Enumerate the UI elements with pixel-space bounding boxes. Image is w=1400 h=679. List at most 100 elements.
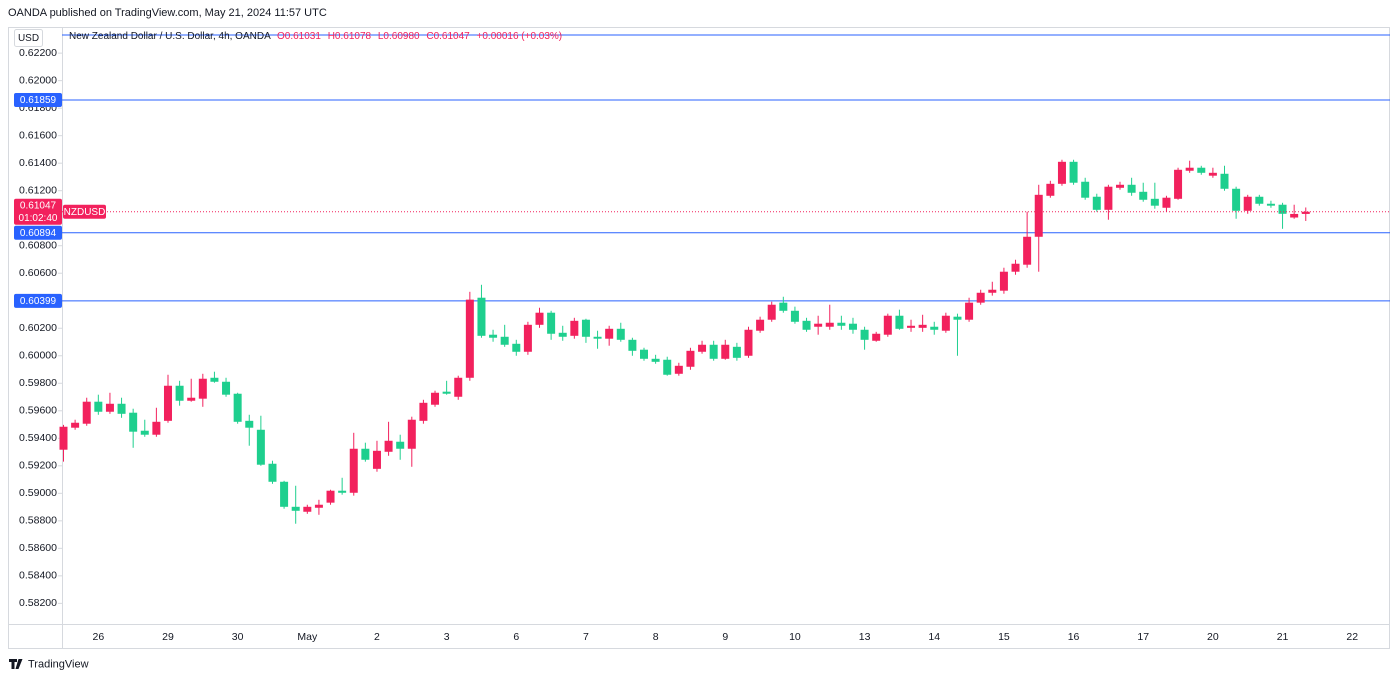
x-tick-label: 7 (583, 631, 589, 643)
candle-body (1046, 183, 1055, 196)
candle-body (256, 429, 265, 465)
candle-body (1255, 196, 1264, 204)
x-tick-label: 2 (374, 631, 380, 643)
candle-body (1243, 196, 1252, 211)
candle-body (965, 302, 974, 320)
candle-body (605, 328, 614, 339)
y-tick-label: 0.58800 (19, 515, 57, 527)
candle-body (1127, 184, 1136, 193)
candle-body (140, 430, 149, 435)
candle-body (1057, 161, 1066, 184)
candle-body (454, 377, 463, 397)
candle-body (837, 322, 846, 326)
candle-body (233, 393, 242, 422)
candle-body (976, 292, 985, 303)
candle-body (767, 304, 776, 320)
y-tick-label: 0.61400 (19, 157, 57, 169)
overlay: USD New Zealand Dollar / U.S. Dollar, 4h… (14, 29, 562, 308)
candle-body (1290, 213, 1299, 218)
candle-body (175, 385, 184, 401)
x-tick-label: 29 (162, 631, 174, 643)
candle-body (82, 401, 91, 424)
candle-body (303, 506, 312, 512)
y-tick-label: 0.62200 (19, 47, 57, 59)
candle-body (570, 320, 579, 336)
candle-body (280, 481, 289, 507)
price-label: 0.61859 (20, 95, 57, 106)
logo-icon (9, 659, 23, 669)
y-tick-label: 0.59200 (19, 460, 57, 472)
candle-body (1081, 181, 1090, 198)
x-tick-label: 16 (1068, 631, 1080, 643)
candle-body (1301, 211, 1310, 214)
candle-body (94, 401, 103, 412)
candle-body (790, 310, 799, 322)
candle-body (198, 378, 207, 399)
candle-body (756, 319, 765, 331)
x-tick-label: 22 (1346, 631, 1358, 643)
candle-body (802, 320, 811, 330)
candle-body (1162, 197, 1171, 208)
candle-body (523, 324, 532, 352)
y-tick-label: 0.59400 (19, 432, 57, 444)
candle-body (1208, 172, 1217, 176)
candle-body (187, 397, 196, 401)
candle-body (872, 333, 881, 341)
candle-body (477, 297, 486, 336)
candle-body (326, 490, 335, 503)
x-tick-label: 21 (1277, 631, 1289, 643)
x-tick-label: 9 (722, 631, 728, 643)
x-tick-label: 10 (789, 631, 801, 643)
candle-body (105, 403, 114, 412)
price-label: 0.60399 (20, 296, 57, 307)
candle-body (152, 421, 161, 435)
candle-body (918, 324, 927, 328)
plot: 0.58200 0.58400 0.58600 0.58800 0.59000 0.592… (19, 34, 1390, 643)
candle-body (1116, 184, 1125, 188)
published-note: OANDA published on TradingView.com, May … (8, 7, 327, 19)
candle-body (245, 420, 254, 428)
x-tick-label: 26 (92, 631, 104, 643)
candle-body (1150, 198, 1159, 206)
x-tick-label: 17 (1137, 631, 1149, 643)
candle-body (1069, 161, 1078, 183)
price-label-box (14, 93, 62, 108)
candle-body (396, 441, 405, 449)
chart-frame (8, 27, 1390, 649)
candle-body (222, 381, 231, 395)
price-label: 0.60894 (20, 228, 57, 239)
y-tick-label: 0.60800 (19, 239, 57, 251)
y-tick-label: 0.61600 (19, 129, 57, 141)
candle-body (883, 315, 892, 335)
candle-body (431, 392, 440, 405)
x-tick-label: 20 (1207, 631, 1219, 643)
candle-body (581, 319, 590, 337)
candle-body (988, 289, 997, 293)
candle-body (1220, 173, 1229, 189)
x-tick-label: 3 (444, 631, 450, 643)
candle-body (489, 334, 498, 338)
candle-body (628, 339, 637, 351)
candle-body (210, 377, 219, 382)
y-tick-label: 0.61200 (19, 184, 57, 196)
legend-value: C0.61047 (426, 31, 470, 42)
y-tick-label: 0.59800 (19, 377, 57, 389)
candle-body (814, 323, 823, 327)
candle-body (291, 506, 300, 511)
candle-body (1197, 167, 1206, 173)
candle-body (1278, 204, 1287, 214)
candle-body (558, 332, 567, 337)
candle-body (732, 346, 741, 358)
chart-title: New Zealand Dollar / U.S. Dollar, 4h, OA… (69, 31, 271, 42)
candle-body (338, 490, 347, 493)
candle-body (999, 271, 1008, 291)
candle-body (860, 329, 869, 340)
y-tick-label: 0.59000 (19, 487, 57, 499)
candle-body (825, 322, 834, 327)
candle-body (419, 402, 428, 421)
candle-body (907, 325, 916, 328)
y-tick-label: 0.58200 (19, 597, 57, 609)
x-tick-label: 6 (513, 631, 519, 643)
candle-body (1023, 236, 1032, 265)
brand: TradingView (28, 658, 89, 670)
